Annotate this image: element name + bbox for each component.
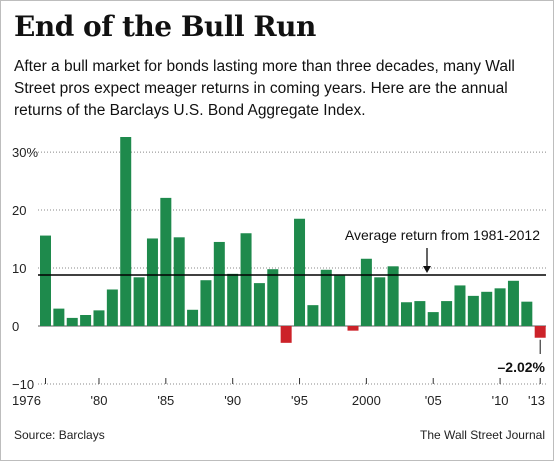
bar-2005 bbox=[427, 312, 439, 327]
bar-1979 bbox=[80, 315, 92, 327]
bar-1978 bbox=[66, 317, 78, 327]
bar-2007 bbox=[454, 285, 466, 327]
bar-1991 bbox=[240, 233, 252, 327]
bar-1993 bbox=[267, 269, 279, 327]
y-tick-label: 20 bbox=[12, 203, 26, 218]
y-tick-label: −10 bbox=[12, 377, 34, 392]
bar-1976 bbox=[40, 235, 51, 327]
bar-1980 bbox=[93, 310, 105, 327]
x-tick-label: 1976 bbox=[12, 393, 41, 408]
bar-1998 bbox=[334, 275, 346, 327]
bar-2002 bbox=[387, 266, 399, 327]
bar-1985 bbox=[160, 197, 172, 327]
bar-1994 bbox=[280, 326, 292, 343]
y-tick-label: 30% bbox=[12, 145, 38, 160]
y-tick-label: 0 bbox=[12, 319, 19, 334]
bar-1992 bbox=[253, 283, 265, 327]
bar-2004 bbox=[414, 301, 426, 327]
y-tick-label: 10 bbox=[12, 261, 26, 276]
source-note: Source: Barclays bbox=[14, 428, 105, 442]
bar-1984 bbox=[146, 238, 158, 327]
annotation-label: –2.02% bbox=[498, 359, 546, 375]
bar-2010 bbox=[494, 288, 506, 327]
x-tick-label: 2000 bbox=[352, 393, 381, 408]
average-line-label: Average return from 1981-2012 bbox=[345, 227, 540, 243]
bar-2009 bbox=[481, 291, 493, 327]
bar-1983 bbox=[133, 277, 145, 327]
bar-1988 bbox=[200, 280, 212, 327]
bar-2006 bbox=[441, 301, 453, 327]
bar-2000 bbox=[360, 258, 372, 327]
bar-1990 bbox=[227, 273, 239, 327]
x-tick-label: '10 bbox=[492, 393, 509, 408]
bar-2011 bbox=[507, 280, 519, 327]
x-tick-label: '90 bbox=[224, 393, 241, 408]
bar-1989 bbox=[213, 241, 225, 327]
bar-1987 bbox=[187, 309, 199, 327]
bar-1986 bbox=[173, 237, 185, 327]
bar-1977 bbox=[53, 308, 65, 327]
average-arrow-head bbox=[423, 265, 431, 273]
bar-1999 bbox=[347, 326, 359, 331]
publisher-credit: The Wall Street Journal bbox=[420, 428, 545, 442]
x-tick-label: '80 bbox=[91, 393, 108, 408]
x-tick-label: '13 bbox=[528, 393, 545, 408]
bar-2008 bbox=[467, 295, 479, 327]
bar-1997 bbox=[320, 269, 332, 327]
x-tick-label: '95 bbox=[291, 393, 308, 408]
bar-2013 bbox=[534, 326, 546, 338]
bar-2012 bbox=[521, 301, 533, 327]
chart-subtitle: After a bull market for bonds lasting mo… bbox=[14, 58, 515, 119]
chart-title: End of the Bull Run bbox=[14, 10, 316, 43]
x-tick-label: '85 bbox=[157, 393, 174, 408]
bar-2001 bbox=[374, 277, 386, 327]
bar-2003 bbox=[400, 302, 412, 327]
x-tick-label: '05 bbox=[425, 393, 442, 408]
bar-1981 bbox=[106, 289, 118, 327]
bar-1982 bbox=[120, 137, 132, 327]
bar-1995 bbox=[294, 218, 306, 327]
bar-1996 bbox=[307, 305, 319, 327]
